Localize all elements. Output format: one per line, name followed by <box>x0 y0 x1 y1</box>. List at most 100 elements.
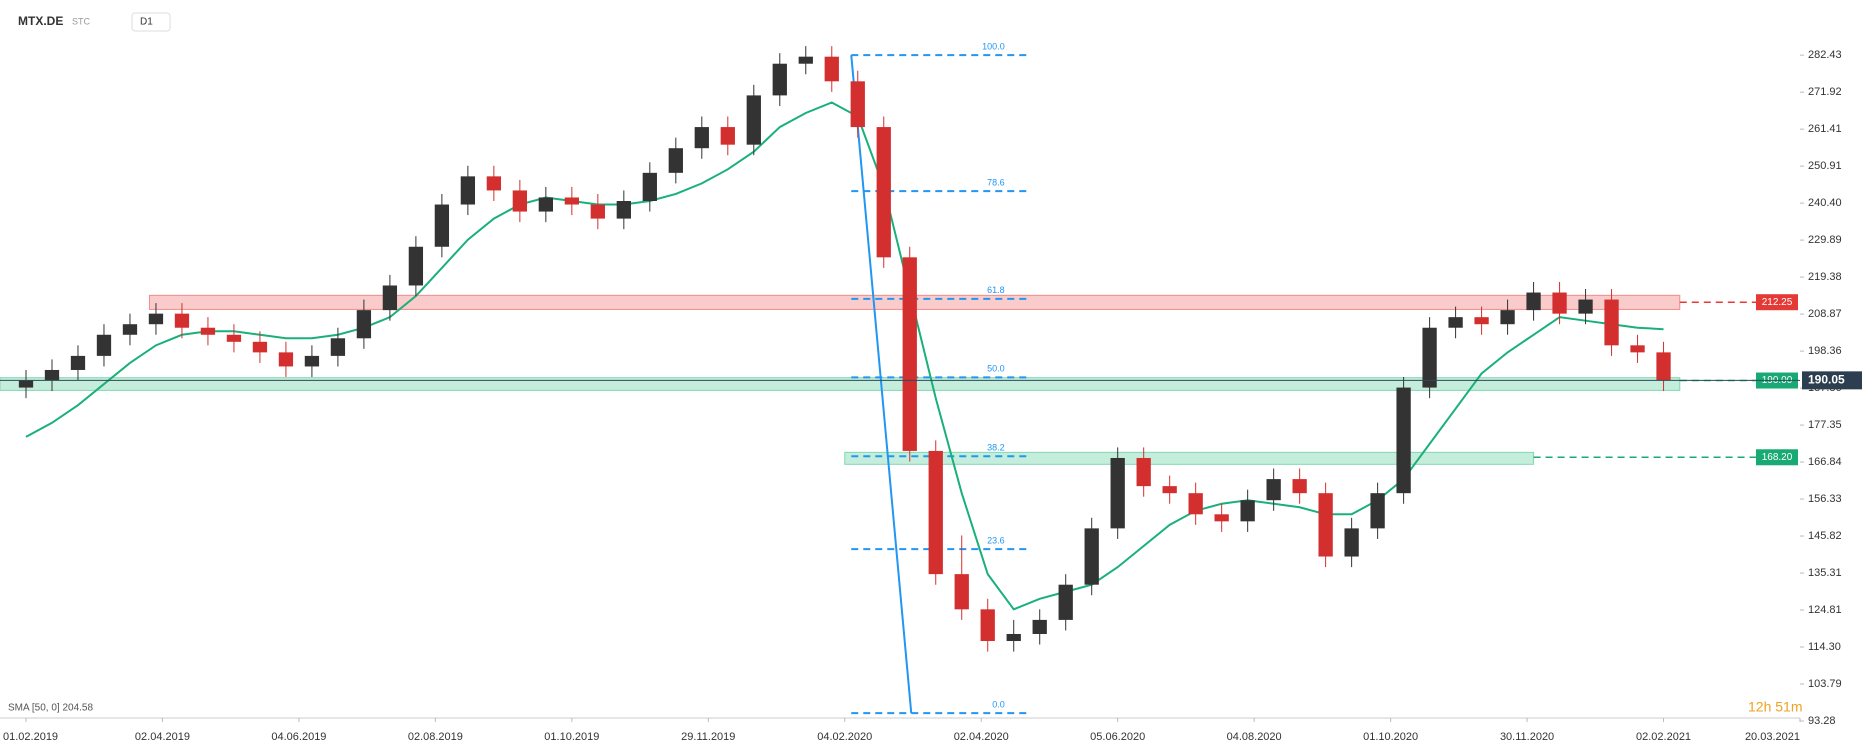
candle-body <box>642 172 657 202</box>
candle-body <box>174 313 190 328</box>
candle-body <box>1578 299 1593 314</box>
candle-body <box>1656 352 1671 381</box>
candle-body <box>252 341 268 353</box>
level-label: 212.25 <box>1762 297 1793 308</box>
candle-body <box>1344 528 1359 557</box>
candle-body <box>1006 633 1021 642</box>
candle-body <box>694 127 709 149</box>
y-tick-label: 208.87 <box>1808 308 1842 320</box>
candle-body <box>1162 486 1177 494</box>
y-tick-label: 135.31 <box>1808 567 1842 579</box>
interval[interactable]: D1 <box>140 17 153 28</box>
candle-body <box>1110 457 1125 529</box>
y-tick-label: 124.81 <box>1808 604 1842 616</box>
candle-body <box>304 355 320 367</box>
candle-body <box>330 338 346 356</box>
candle-body <box>70 355 86 370</box>
candle-body <box>382 285 398 311</box>
candle-body <box>512 190 528 212</box>
candle-body <box>1266 479 1281 501</box>
last-price-label: 190.05 <box>1808 373 1845 387</box>
x-tick-label: 05.06.2020 <box>1090 731 1145 743</box>
y-tick-label: 114.30 <box>1808 641 1841 653</box>
candle-body <box>720 127 735 145</box>
candle-body <box>1448 317 1463 328</box>
fib-label: 100.0 <box>982 42 1005 52</box>
candle-body <box>122 324 138 335</box>
y-tick-label: 198.36 <box>1808 345 1842 357</box>
countdown: 12h 51m <box>1748 699 1802 715</box>
fib-label: 50.0 <box>987 364 1005 374</box>
candle-body <box>772 63 787 96</box>
candle-body <box>1370 493 1385 529</box>
candle-body <box>1526 292 1541 311</box>
candle-body <box>1240 500 1255 522</box>
zone <box>844 451 1535 465</box>
candle-body <box>1084 528 1099 585</box>
symbol[interactable]: MTX.DE <box>18 14 63 28</box>
x-tick-label: 04.08.2020 <box>1227 731 1282 743</box>
candle-body <box>590 204 605 219</box>
group[interactable]: STC <box>72 16 91 26</box>
candle-body <box>876 127 891 258</box>
sma-line <box>25 101 1664 611</box>
fib-label: 61.8 <box>987 285 1005 295</box>
x-tick-label: 01.10.2020 <box>1363 731 1418 743</box>
y-tick-label: 103.79 <box>1808 678 1842 690</box>
candle-body <box>798 56 813 64</box>
candle-body <box>356 310 372 339</box>
x-tick-label: 01.02.2019 <box>3 731 58 743</box>
candle-body <box>1214 514 1229 522</box>
candle-body <box>746 95 761 145</box>
candle-body <box>850 81 865 128</box>
candle-body <box>538 197 553 212</box>
x-tick-label: 30.11.2020 <box>1500 731 1554 743</box>
fib-label: 38.2 <box>987 443 1005 453</box>
candle-body <box>1474 317 1489 325</box>
candle-body <box>1500 310 1515 325</box>
y-tick-label: 271.92 <box>1808 86 1842 98</box>
x-tick-label: 02.02.2021 <box>1636 731 1691 743</box>
candle-body <box>200 327 216 335</box>
fib-trend <box>850 55 913 714</box>
level-badge <box>1756 294 1798 311</box>
x-tick-label: 04.06.2019 <box>271 731 326 743</box>
x-tick-label: 02.08.2019 <box>408 731 463 743</box>
interval-box[interactable] <box>131 12 171 32</box>
candle-body <box>1136 457 1151 487</box>
y-tick-label: 93.28 <box>1808 715 1836 727</box>
candle-body <box>1422 327 1437 388</box>
x-tick-label: 20.03.2021 <box>1745 731 1800 743</box>
candle-body <box>1604 299 1619 346</box>
x-tick-label: 02.04.2019 <box>135 731 190 743</box>
y-tick-label: 156.33 <box>1808 493 1842 505</box>
fib-label: 78.6 <box>987 178 1005 188</box>
fib-label: 23.6 <box>987 536 1005 546</box>
candle-body <box>486 176 502 191</box>
candle-body <box>1318 493 1333 557</box>
candle-body <box>1552 292 1567 314</box>
candle-body <box>96 334 112 356</box>
candle-body <box>954 574 969 610</box>
y-tick-label: 229.89 <box>1808 234 1842 246</box>
candle-body <box>278 352 294 367</box>
last-price-badge <box>1802 371 1862 390</box>
y-tick-label: 177.35 <box>1808 419 1842 431</box>
y-tick-label: 145.82 <box>1808 530 1842 542</box>
candle-body <box>616 201 631 219</box>
candle-body <box>824 56 839 82</box>
candle-body <box>148 313 164 325</box>
candle-body <box>1188 493 1203 515</box>
candle-body <box>668 148 683 173</box>
x-tick-label: 04.02.2020 <box>817 731 872 743</box>
candle-body <box>1396 387 1411 494</box>
candle-body <box>1292 479 1307 494</box>
x-tick-label: 29.11.2019 <box>681 731 735 743</box>
candle-body <box>226 334 242 342</box>
y-tick-label: 250.91 <box>1808 160 1842 172</box>
candle-body <box>434 204 450 247</box>
x-tick-label: 01.10.2019 <box>544 731 599 743</box>
